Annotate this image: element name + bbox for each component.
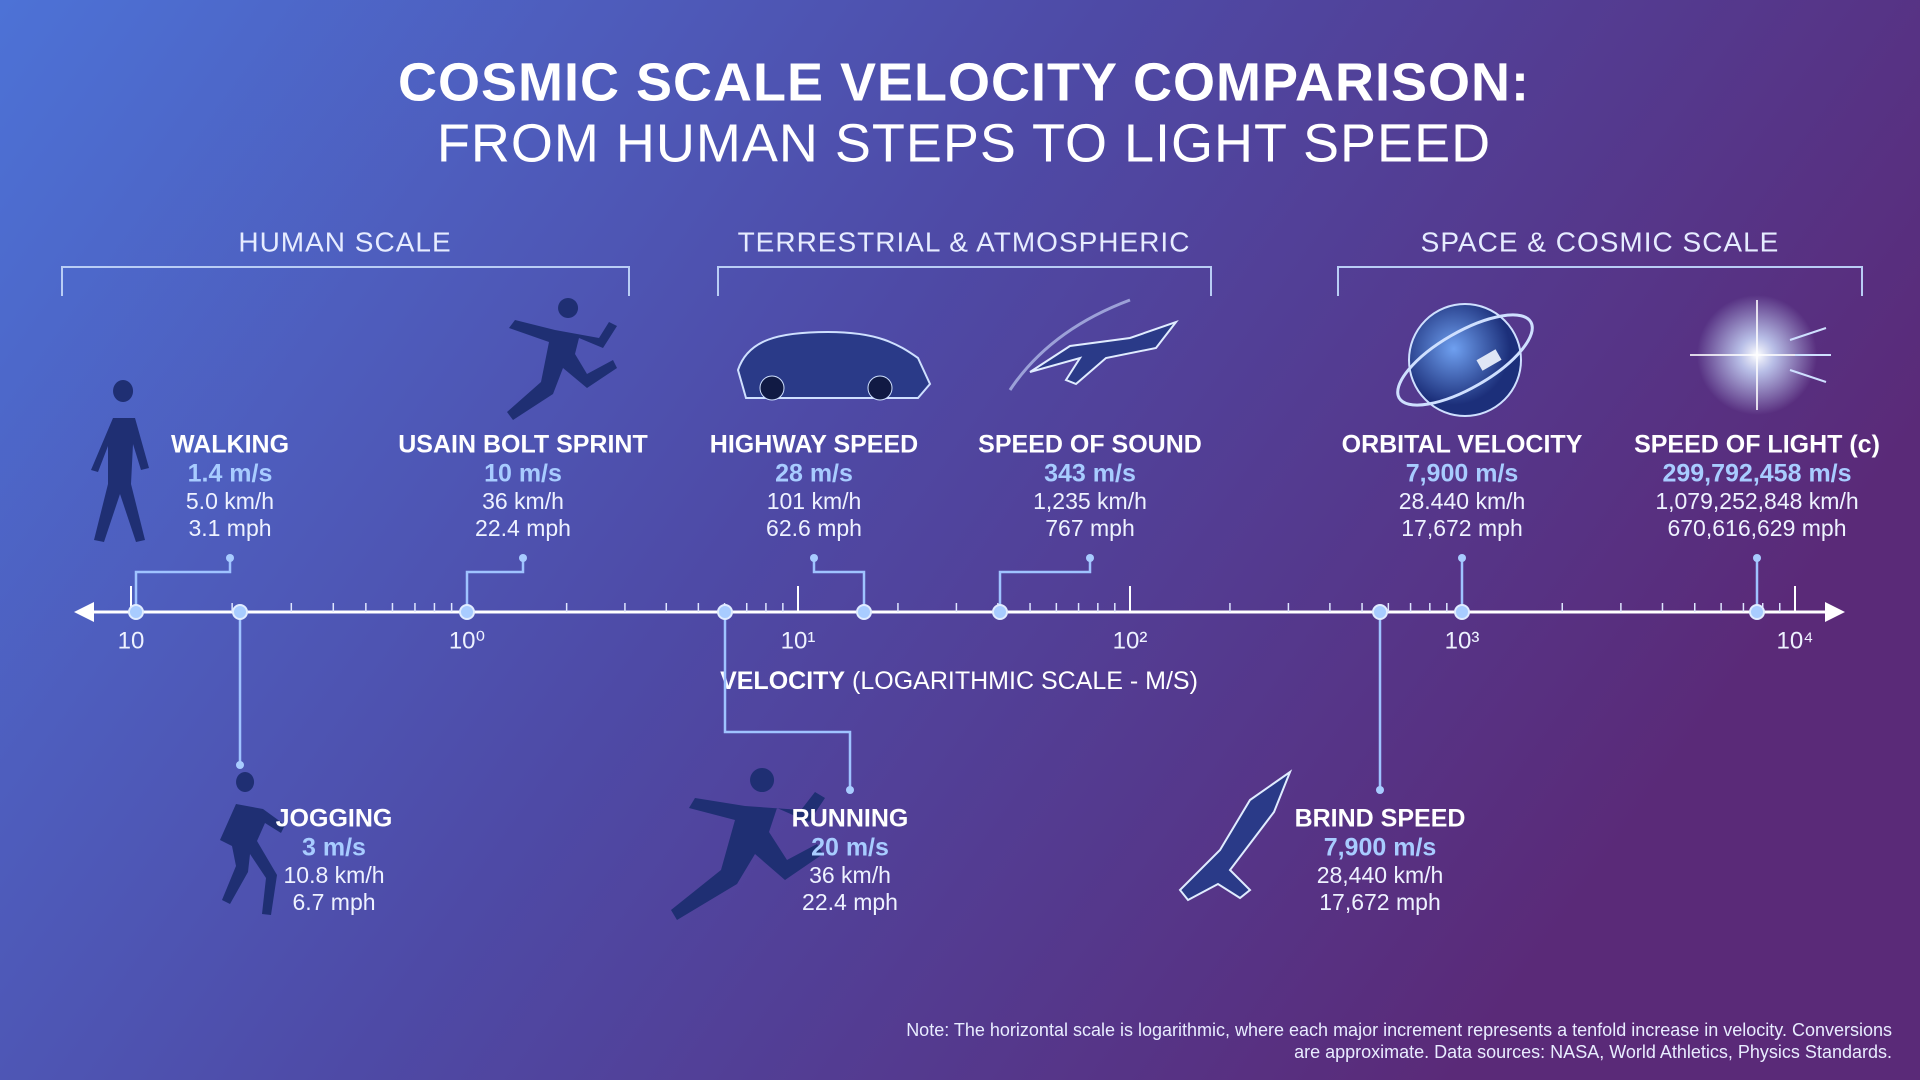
axis-label: 10³ bbox=[1445, 627, 1480, 654]
car-icon bbox=[736, 330, 932, 401]
axis-dot bbox=[1749, 604, 1765, 620]
jet-icon bbox=[1008, 298, 1179, 391]
item-speed: 1.4 m/s bbox=[188, 460, 273, 488]
walker-icon bbox=[91, 380, 149, 542]
sprinter-icon bbox=[507, 298, 617, 420]
item-speed: 7,900 m/s bbox=[1324, 834, 1437, 862]
end-dot bbox=[1086, 554, 1094, 562]
end-dot bbox=[1376, 786, 1384, 794]
item-name: SPEED OF SOUND bbox=[978, 431, 1202, 459]
group-label: HUMAN SCALE bbox=[238, 226, 451, 257]
axis-title-bold: VELOCITY bbox=[720, 667, 845, 695]
item-speed: 28 m/s bbox=[775, 460, 853, 488]
end-dot bbox=[846, 786, 854, 794]
connector bbox=[134, 558, 1759, 790]
end-dot bbox=[1753, 554, 1761, 562]
item-kmh: 1,079,252,848 km/h bbox=[1655, 488, 1858, 514]
item-speed: 343 m/s bbox=[1044, 460, 1136, 488]
axis-title: VELOCITY (LOGARITHMIC SCALE - M/S) bbox=[720, 667, 1198, 695]
item: SPEED OF LIGHT (c)299,792,458 m/s1,079,2… bbox=[1634, 431, 1880, 541]
end-dot bbox=[1458, 554, 1466, 562]
axis-dot bbox=[1454, 604, 1470, 620]
group-label: TERRESTRIAL & ATMOSPHERIC bbox=[738, 226, 1191, 257]
end-dot bbox=[226, 554, 234, 562]
item-speed: 3 m/s bbox=[302, 834, 366, 862]
axis-dot bbox=[232, 604, 248, 620]
item-mph: 22.4 mph bbox=[475, 515, 571, 541]
item-kmh: 10.8 km/h bbox=[284, 862, 385, 888]
fighter-icon bbox=[1178, 769, 1293, 902]
note: Note: The horizontal scale is logarithmi… bbox=[906, 1020, 1892, 1040]
axis-title-rest: (LOGARITHMIC SCALE - M/S) bbox=[852, 667, 1198, 695]
item-name: BRIND SPEED bbox=[1295, 805, 1466, 833]
item-name: JOGGING bbox=[276, 805, 393, 833]
axis-label: 10⁰ bbox=[449, 627, 485, 654]
light-icon bbox=[1690, 295, 1831, 415]
bracket bbox=[61, 266, 1863, 296]
end-dot bbox=[810, 554, 818, 562]
axis-label: 10 bbox=[118, 627, 145, 654]
end-dot bbox=[236, 761, 244, 769]
axis-label: 10¹ bbox=[781, 627, 816, 654]
axis-label: 10⁴ bbox=[1776, 627, 1813, 654]
item-mph: 22.4 mph bbox=[802, 889, 898, 915]
axis-dot bbox=[1372, 604, 1388, 620]
item-mph: 767 mph bbox=[1045, 515, 1135, 541]
title: COSMIC SCALE VELOCITY COMPARISON: bbox=[398, 52, 1530, 112]
item-mph: 670,616,629 mph bbox=[1667, 515, 1846, 541]
end-dot bbox=[519, 554, 527, 562]
axis-dot bbox=[128, 604, 144, 620]
earth-icon bbox=[1396, 303, 1534, 417]
item-name: WALKING bbox=[171, 431, 289, 459]
item-kmh: 101 km/h bbox=[767, 488, 862, 514]
item-speed: 20 m/s bbox=[811, 834, 889, 862]
item-name: RUNNING bbox=[792, 805, 909, 833]
item-kmh: 5.0 km/h bbox=[186, 488, 274, 514]
icons bbox=[91, 295, 1831, 920]
item-mph: 17,672 mph bbox=[1319, 889, 1440, 915]
item-name: ORBITAL VELOCITY bbox=[1342, 431, 1583, 459]
group-label: SPACE & COSMIC SCALE bbox=[1421, 226, 1780, 257]
item-mph: 6.7 mph bbox=[292, 889, 375, 915]
axis-dot bbox=[856, 604, 872, 620]
item-name: SPEED OF LIGHT (c) bbox=[1634, 431, 1880, 459]
runner-icon bbox=[671, 768, 825, 920]
item-mph: 62.6 mph bbox=[766, 515, 862, 541]
subtitle: FROM HUMAN STEPS TO LIGHT SPEED bbox=[437, 113, 1491, 173]
item-kmh: 36 km/h bbox=[809, 862, 891, 888]
item-kmh: 36 km/h bbox=[482, 488, 564, 514]
item-speed: 10 m/s bbox=[484, 460, 562, 488]
note: are approximate. Data sources: NASA, Wor… bbox=[1294, 1042, 1892, 1062]
item-speed: 299,792,458 m/s bbox=[1662, 460, 1851, 488]
item-name: USAIN BOLT SPRINT bbox=[398, 431, 648, 459]
item-name: HIGHWAY SPEED bbox=[710, 431, 918, 459]
item-mph: 3.1 mph bbox=[188, 515, 271, 541]
dots bbox=[128, 554, 1765, 794]
axis-dot bbox=[459, 604, 475, 620]
item-kmh: 28,440 km/h bbox=[1317, 862, 1444, 888]
item-kmh: 28.440 km/h bbox=[1399, 488, 1526, 514]
axis-dot bbox=[717, 604, 733, 620]
jogger-icon bbox=[220, 772, 285, 915]
item-mph: 17,672 mph bbox=[1401, 515, 1522, 541]
axis-dot bbox=[992, 604, 1008, 620]
axis-label: 10² bbox=[1113, 627, 1148, 654]
item-speed: 7,900 m/s bbox=[1406, 460, 1519, 488]
item-kmh: 1,235 km/h bbox=[1033, 488, 1147, 514]
